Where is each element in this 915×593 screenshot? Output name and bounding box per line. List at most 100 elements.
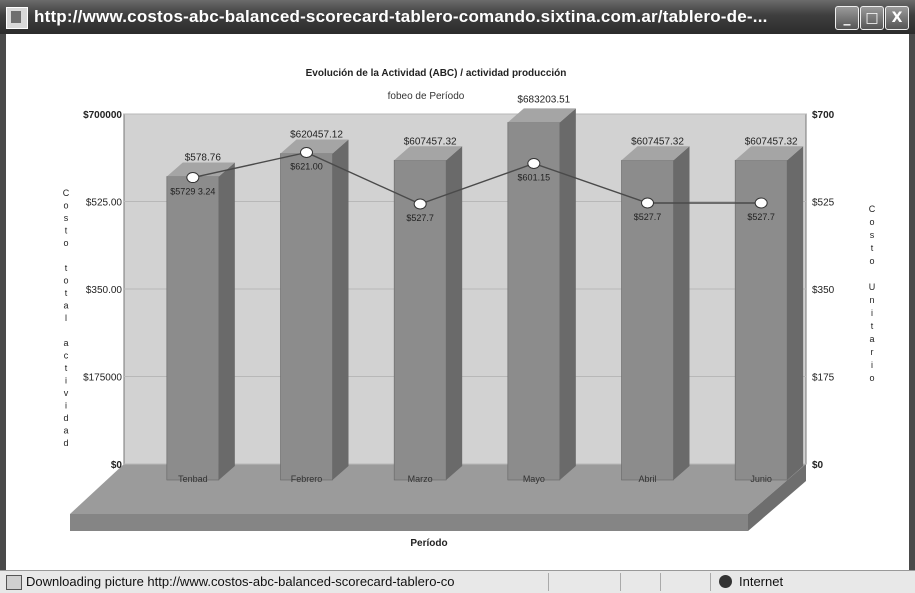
window-border-right (909, 34, 915, 570)
x-tick-label: Marzo (408, 474, 433, 484)
y-tick-left: $0 (111, 460, 123, 471)
plot-floor-side (748, 464, 806, 531)
bar (621, 159, 674, 481)
axis-label-char: d (63, 438, 68, 448)
bar-value-label: $607457.32 (745, 136, 798, 147)
bar-top (166, 162, 235, 177)
line-value-label: $5729 3.24 (170, 187, 215, 197)
axis-label-char: c (64, 351, 69, 361)
axis-label-char: t (871, 321, 874, 331)
status-divider (548, 573, 549, 591)
close-button[interactable]: X (885, 6, 909, 30)
maximize-button[interactable]: □ (860, 6, 884, 30)
bar (734, 159, 788, 481)
globe-icon (719, 575, 732, 588)
axis-label-char: o (63, 238, 68, 248)
x-axis-label: Período (410, 538, 447, 549)
axis-label-char: i (871, 308, 873, 318)
axis-label-char: t (65, 363, 68, 373)
window-titlebar: http://www.costos-abc-balanced-scorecard… (0, 0, 915, 34)
axis-label-char: i (65, 401, 67, 411)
chart-subtitle: fobeo de Período (388, 91, 465, 102)
axis-label-char: o (63, 201, 68, 211)
bar (166, 176, 220, 481)
x-tick-label: Abril (638, 474, 656, 484)
line-point (754, 197, 768, 209)
axis-label-char: t (65, 263, 68, 273)
axis-label-char: r (871, 347, 874, 357)
y-tick-right: $175 (812, 373, 835, 384)
status-bar: Downloading picture http://www.costos-ab… (0, 570, 915, 593)
x-tick-label: Tenbad (178, 474, 208, 484)
bar-top (621, 146, 690, 161)
series-line (192, 151, 762, 205)
line-value-label: $527.7 (406, 213, 434, 223)
axis-label-char: s (870, 230, 875, 240)
status-text: Downloading picture http://www.costos-ab… (26, 574, 455, 589)
axis-label-char: o (63, 276, 68, 286)
line-point (641, 197, 654, 209)
plot-floor-front (70, 514, 748, 531)
line-value-label: $601.15 (518, 173, 551, 183)
axis-label-char: l (65, 313, 67, 323)
bar-side (332, 139, 349, 480)
status-divider (710, 573, 711, 591)
minimize-button[interactable]: _ (835, 6, 859, 30)
browser-window-icon (6, 7, 28, 29)
bar-value-label: $607457.32 (631, 136, 684, 147)
line-value-label: $527.7 (634, 212, 662, 222)
bar-side (673, 146, 690, 481)
bar-top (394, 146, 463, 161)
y-tick-left: $175000 (83, 373, 122, 384)
x-tick-label: Mayo (523, 474, 545, 484)
bar-side (218, 162, 235, 480)
page-icon (6, 575, 22, 590)
axis-label-char: o (869, 256, 874, 266)
axis-label-char: a (63, 301, 68, 311)
status-divider (660, 573, 661, 591)
axis-label-char: n (869, 295, 874, 305)
line-point (413, 198, 427, 210)
y-tick-right: $350 (812, 285, 835, 296)
y-tick-right: $0 (812, 460, 824, 471)
line-point (300, 147, 313, 158)
axis-label-char: d (63, 413, 68, 423)
y-tick-left: $350.00 (86, 285, 123, 296)
line-value-label: $621.00 (290, 162, 323, 172)
axis-label-char: a (63, 426, 68, 436)
axis-label-char: i (871, 360, 873, 370)
axis-label-char: o (869, 373, 874, 383)
line-point (186, 172, 200, 184)
line-point (527, 158, 541, 169)
axis-label-char: i (65, 376, 67, 386)
bar-value-label: $683203.51 (517, 94, 570, 105)
bar-side (446, 146, 463, 481)
y-tick-left: $700000 (83, 110, 122, 121)
axis-label-char: a (63, 338, 68, 348)
chart: $0 $175000 $350.00 $525.00 $700000 $0 $175 $35… (63, 68, 876, 549)
window-border-left (0, 34, 6, 570)
window-title: http://www.costos-abc-balanced-scorecard… (34, 7, 768, 26)
status-divider (620, 573, 621, 591)
axis-label-char: t (65, 226, 68, 236)
bar (507, 122, 561, 481)
axis-label-char: U (869, 282, 876, 292)
y-tick-right: $700 (812, 110, 835, 121)
axis-label-char: t (871, 243, 874, 253)
security-zone: Internet (739, 574, 784, 589)
bar (280, 153, 333, 481)
axis-label-char: s (64, 213, 69, 223)
axis-label-char: C (869, 204, 876, 214)
axis-label-char: t (65, 288, 68, 298)
bar-top (507, 108, 576, 123)
axis-label-char: a (869, 334, 874, 344)
bar-value-label: $620457.12 (290, 130, 343, 141)
x-tick-label: Febrero (291, 474, 323, 484)
axis-label-char: o (869, 217, 874, 227)
picture-viewport: $0 $175000 $350.00 $525.00 $700000 $0 $175 $35… (6, 34, 909, 570)
line-value-label: $527.7 (747, 212, 775, 222)
bar-side (787, 146, 804, 481)
bar-value-label: $578.76 (185, 153, 222, 164)
